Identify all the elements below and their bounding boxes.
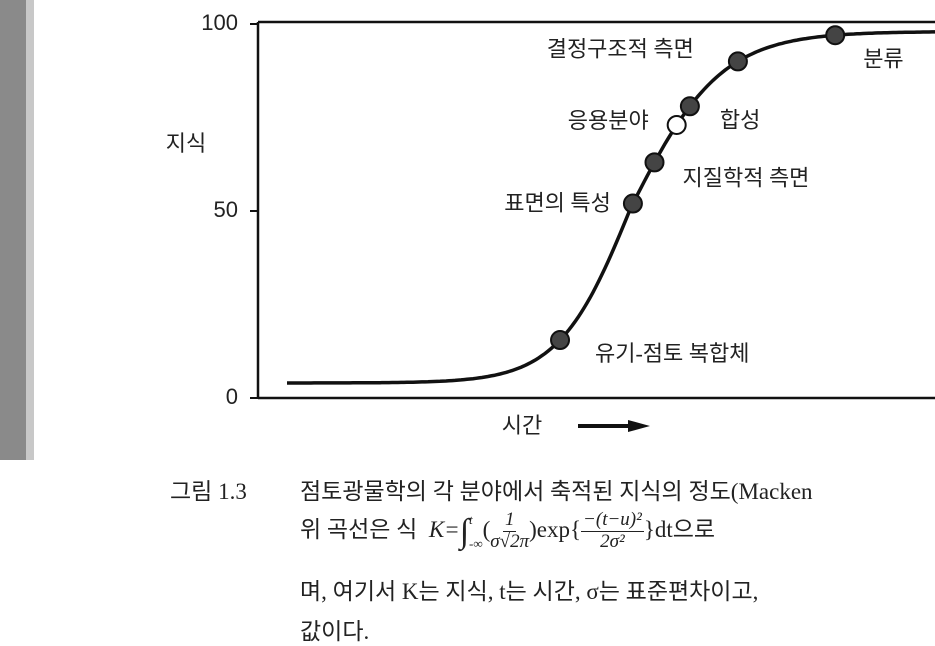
- caption-line: 며, 여기서 K는 지식, t는 시간, σ는 표준편차이고,: [300, 579, 759, 604]
- point-label: 응용분야: [568, 108, 649, 133]
- y-axis-label: 지식: [166, 131, 206, 156]
- limits: t -∞: [469, 512, 483, 552]
- data-point: [825, 25, 846, 46]
- point-label: 표면의 특성: [504, 191, 611, 216]
- point-label: 합성: [720, 107, 760, 132]
- window-border: [26, 0, 34, 460]
- integral-sign: ∫: [459, 512, 470, 550]
- fraction: −(t−u)² 2σ²: [581, 509, 644, 553]
- fraction: 1 σ√2π: [490, 509, 530, 553]
- point-label: 분류: [863, 46, 903, 71]
- chart: 지식 시간 0 50 100 유기-점토 복합체 표면의 특성 지질학적 측면 응용분야 합성…: [0, 0, 935, 460]
- caption-line: 점토광물학의 각 분야에서 축적된 지식의 정도(Macken: [300, 479, 813, 504]
- y-tick-label: 100: [201, 10, 238, 35]
- window-border: [0, 0, 26, 460]
- x-arrow-head: [628, 420, 650, 432]
- point-label: 지질학적 측면: [682, 165, 809, 190]
- point-label: 결정구조적 측면: [547, 36, 694, 61]
- text: 위 곡선은 식: [300, 517, 418, 542]
- figure-number: 그림 1.3: [170, 479, 247, 504]
- data-point: [644, 152, 665, 173]
- equation: K=: [428, 517, 460, 542]
- y-tick-label: 50: [214, 197, 238, 222]
- caption: 그림 1.3 점토광물학의 각 분야에서 축적된 지식의 정도(Macken 위…: [170, 472, 935, 645]
- point-label: 유기-점토 복합체: [595, 341, 750, 366]
- denominator: 2σ²: [600, 531, 625, 553]
- caption-line: 값이다.: [300, 619, 370, 644]
- numerator: 1: [502, 509, 517, 533]
- data-point: [622, 193, 643, 214]
- x-axis-label: 시간: [502, 413, 542, 438]
- numerator: −(t−u)²: [581, 509, 644, 533]
- lower-limit: -∞: [469, 535, 483, 551]
- upper-limit: t: [469, 511, 473, 527]
- denominator: σ√2π: [490, 531, 530, 553]
- integral: ∫ t -∞: [460, 512, 483, 552]
- data-point: [666, 114, 687, 135]
- curve: [287, 30, 935, 385]
- y-tick-label: 0: [226, 384, 238, 409]
- caption-line: 위 곡선은 식 K= ∫ t -∞(1 σ√2π)exp{−(t−u)² 2σ²}dt으로: [300, 509, 716, 553]
- data-point: [550, 330, 571, 351]
- equation: }dt으로: [643, 517, 716, 542]
- equation: )exp{: [529, 517, 582, 542]
- equation: (: [482, 517, 491, 542]
- data-point: [727, 51, 748, 72]
- data-point: [679, 96, 700, 117]
